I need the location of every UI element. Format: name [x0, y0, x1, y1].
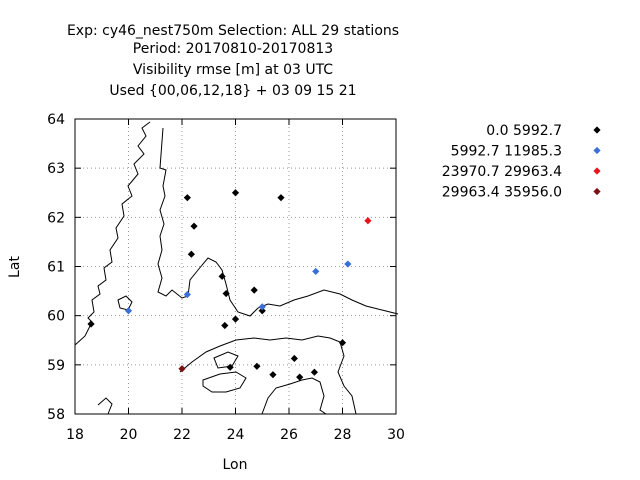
station-point-series-2 — [258, 303, 266, 311]
y-tick-label: 60 — [47, 309, 65, 325]
tick-labels: 18 20 22 24 26 28 30 58 59 60 61 62 63 64 — [47, 112, 405, 443]
legend-marker-4 — [593, 187, 601, 196]
legend: 0.0 5992.7 5992.7 11985.3 23970.7 29963.4 2… — [442, 123, 601, 201]
y-tick-label: 61 — [47, 260, 65, 276]
chart-title-block: Exp: cy46_nest750m Selection: ALL 29 sta… — [67, 23, 399, 99]
data-points — [87, 189, 372, 381]
island-saaremaa — [202, 371, 247, 393]
legend-label-2: 5992.7 11985.3 — [451, 144, 562, 160]
station-point-series-2 — [183, 290, 191, 299]
coastline-gulf-of-riga — [261, 377, 327, 415]
station-point-series-1 — [222, 289, 230, 298]
title-line-3: Visibility rmse [m] at 03 UTC — [133, 62, 333, 78]
y-axis-label: Lat — [7, 256, 23, 278]
station-point-series-1 — [338, 339, 347, 347]
station-point-series-1 — [250, 286, 258, 294]
station-point-series-1 — [253, 362, 261, 370]
coastline-sweden — [74, 121, 151, 346]
station-point-series-4 — [178, 365, 186, 373]
station-point-series-1 — [277, 194, 285, 202]
legend-marker-1 — [593, 126, 601, 134]
island-aland — [117, 295, 133, 311]
title-line-4: Used {00,06,12,18} + 03 09 15 21 — [109, 83, 356, 99]
legend-label-1: 0.0 5992.7 — [486, 123, 562, 139]
y-tick-label: 64 — [47, 112, 65, 128]
coastline-estonia — [179, 335, 357, 415]
legend-marker-2 — [593, 146, 601, 155]
station-point-series-2 — [312, 267, 320, 276]
station-point-series-3 — [364, 217, 372, 225]
x-tick-label: 30 — [387, 427, 405, 443]
station-point-series-1 — [310, 368, 319, 376]
station-point-series-1 — [258, 307, 266, 315]
x-tick-label: 22 — [173, 427, 191, 443]
x-tick-label: 26 — [280, 427, 298, 443]
station-point-series-1 — [87, 320, 95, 328]
x-tick-label: 28 — [334, 427, 352, 443]
station-point-series-2 — [344, 260, 352, 268]
title-line-2: Period: 20170810-20170813 — [133, 41, 333, 57]
station-point-series-1 — [231, 315, 240, 323]
coastline-gulf-of-bothnia — [157, 127, 399, 317]
island-gotland — [97, 397, 113, 415]
legend-label-3: 23970.7 29963.4 — [442, 164, 562, 180]
axes-frame — [74, 118, 397, 415]
y-tick-label: 59 — [47, 358, 65, 374]
station-point-series-1 — [190, 222, 198, 230]
legend-label-4: 29963.4 35956.0 — [442, 185, 562, 201]
coastline-map — [74, 121, 399, 415]
station-point-series-1 — [218, 272, 226, 280]
y-tick-label: 63 — [47, 161, 65, 177]
x-tick-label: 24 — [227, 427, 245, 443]
station-point-series-1 — [221, 321, 229, 330]
station-point-series-1 — [231, 189, 240, 197]
x-tick-label: 18 — [66, 427, 84, 443]
island-hiiumaa — [213, 351, 239, 369]
station-point-series-2 — [124, 307, 133, 315]
station-point-series-1 — [226, 363, 234, 371]
x-axis-label: Lon — [223, 457, 248, 473]
y-tick-label: 58 — [47, 407, 65, 423]
station-point-series-1 — [269, 371, 277, 379]
legend-marker-3 — [593, 167, 601, 175]
title-line-1: Exp: cy46_nest750m Selection: ALL 29 sta… — [67, 23, 399, 39]
x-tick-label: 20 — [120, 427, 138, 443]
y-tick-label: 62 — [47, 210, 65, 226]
station-point-series-1 — [296, 373, 304, 381]
station-point-series-1 — [290, 354, 298, 363]
station-point-series-1 — [183, 194, 191, 202]
station-point-series-1 — [187, 250, 195, 258]
